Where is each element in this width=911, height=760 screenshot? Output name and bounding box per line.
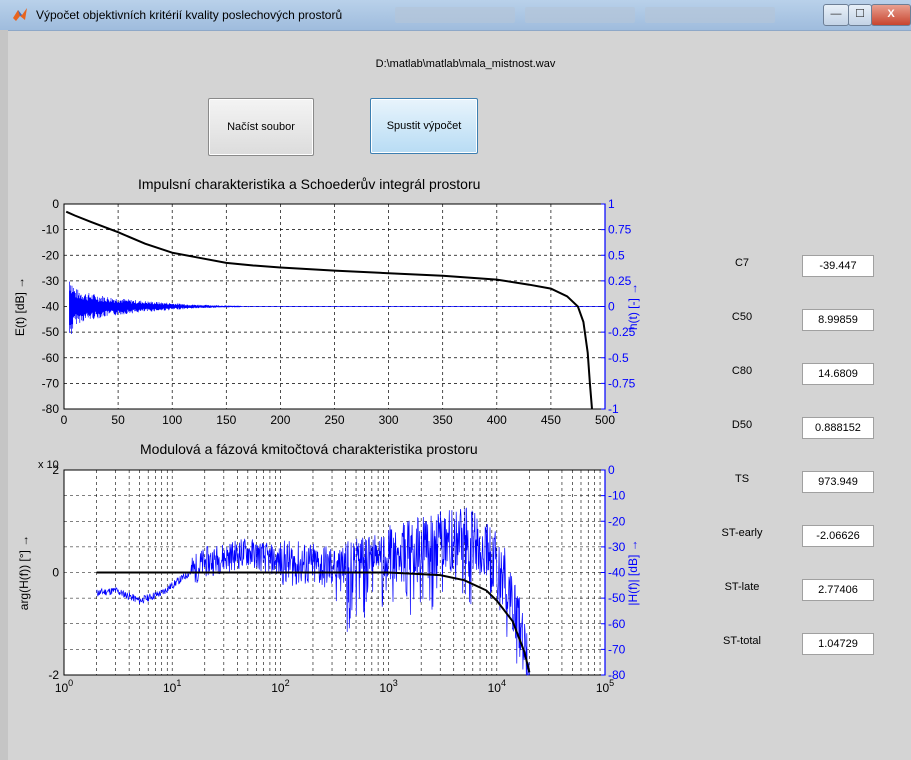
x-tick-label: 102: [271, 678, 289, 695]
y-tick-label-right: -20: [608, 514, 626, 528]
criterion-label-c50: C50: [731, 311, 753, 323]
x-tick-label: 500: [595, 413, 615, 427]
y-tick-label-right: 0.5: [608, 248, 625, 262]
maximize-button[interactable]: ☐: [848, 4, 872, 26]
blurred-background: [395, 7, 515, 23]
y-tick-label-left: -40: [42, 300, 60, 314]
window-edge: [0, 30, 8, 760]
y-tick-label-right: -40: [608, 566, 626, 580]
criterion-label-st-total: ST-total: [723, 635, 761, 647]
x-tick-label: 450: [541, 413, 561, 427]
phase-series: [96, 571, 531, 673]
y-tick-label-left: 0: [52, 566, 59, 580]
y-tick-label-left: -60: [42, 351, 60, 365]
y-tick-label-left: -2: [48, 668, 59, 682]
load-file-button[interactable]: Načíst soubor: [208, 98, 314, 156]
criterion-value-c80[interactable]: 14.6809: [802, 363, 874, 385]
y-tick-label-left: 0: [52, 197, 59, 211]
y-tick-label-right: -0.25: [608, 325, 636, 339]
criterion-value-c7[interactable]: -39.447: [802, 255, 874, 277]
y-tick-label-right: 0: [608, 463, 615, 477]
window-title: Výpočet objektivních kritérií kvality po…: [36, 8, 343, 22]
criterion-value-c50[interactable]: 8.99859: [802, 309, 874, 331]
y-tick-label-right: 1: [608, 197, 615, 211]
magnitude-series: [96, 507, 530, 676]
y-tick-label-right: -1: [608, 402, 619, 416]
criterion-label-c80: C80: [731, 365, 753, 377]
y-tick-label-right: -10: [608, 489, 626, 503]
schroeder-integral-series: [65, 210, 593, 410]
blurred-background: [645, 7, 775, 23]
x-tick-label: 0: [61, 413, 68, 427]
run-calculation-button[interactable]: Spustit výpočet: [370, 98, 478, 154]
x-tick-label: 100: [162, 413, 182, 427]
y-tick-label-right: -50: [608, 591, 626, 605]
criterion-label-st-late: ST-late: [724, 581, 760, 593]
y-tick-label-right: -30: [608, 540, 626, 554]
x-tick-label: 400: [487, 413, 507, 427]
chart1-title: Impulsní charakteristika a Schoederův in…: [138, 176, 481, 192]
criterion-label-c7: C7: [734, 257, 750, 269]
y-tick-label-right: -60: [608, 617, 626, 631]
y-axis-label-right: |H(f)| [dB] →: [626, 539, 640, 605]
y-tick-label-left: -30: [42, 274, 60, 288]
y-axis-label-right: h(t) [-] →: [626, 283, 640, 330]
y-tick-label-left: -80: [42, 402, 60, 416]
criterion-label-d50: D50: [731, 419, 753, 431]
x-tick-label: 101: [163, 678, 181, 695]
y-tick-label-right: -80: [608, 668, 626, 682]
criterion-value-ts[interactable]: 973.949: [802, 471, 874, 493]
criterion-value-st-total[interactable]: 1.04729: [802, 633, 874, 655]
x-tick-label: 300: [379, 413, 399, 427]
y-tick-label-right: 0.25: [608, 274, 632, 288]
criterion-label-st-early: ST-early: [721, 527, 763, 539]
blurred-background: [525, 7, 635, 23]
y-axis-label-left: arg(H(f)) [°] →: [17, 535, 31, 610]
y-tick-label-right: -0.75: [608, 376, 636, 390]
matlab-icon: [13, 8, 27, 21]
criterion-value-d50[interactable]: 0.888152: [802, 417, 874, 439]
x-tick-label: 150: [216, 413, 236, 427]
y-scale-factor: x 10: [38, 459, 59, 471]
y-tick-label-right: -70: [608, 642, 626, 656]
criterion-value-st-early[interactable]: -2.06626: [802, 525, 874, 547]
criterion-value-st-late[interactable]: 2.77406: [802, 579, 874, 601]
x-tick-label: 104: [488, 678, 506, 695]
chart2-title: Modulová a fázová kmitočtová charakteris…: [140, 441, 478, 457]
x-tick-label: 250: [324, 413, 344, 427]
y-axis-label-left: E(t) [dB] →: [13, 277, 27, 336]
minimize-button[interactable]: —: [823, 4, 849, 26]
y-tick-label-left: 2: [52, 463, 59, 477]
y-tick-label-right: 0: [608, 300, 615, 314]
close-button[interactable]: X: [871, 4, 911, 26]
y-tick-label-left: -20: [42, 248, 60, 262]
impulse-response-series: [69, 281, 605, 334]
frequency-response-chart: 100 101 102 103 104 1050-10-20-30-40-50-60-70…: [17, 459, 640, 695]
file-path-label: D:\matlab\matlab\mala_mistnost.wav: [375, 58, 556, 70]
title-bar: Výpočet objektivních kritérií kvality po…: [0, 0, 911, 31]
x-tick-label: 350: [433, 413, 453, 427]
x-tick-label: 200: [270, 413, 290, 427]
x-tick-label: 50: [111, 413, 125, 427]
y-tick-label-left: -10: [42, 223, 60, 237]
impulse-response-chart: 0 50 100 150 200 250 300 350 400 450 5000-10-20-30…: [13, 197, 640, 427]
y-tick-label-left: -50: [42, 325, 60, 339]
criterion-label-ts: TS: [734, 473, 750, 485]
y-tick-label-right: -0.5: [608, 351, 629, 365]
y-tick-label-left: -70: [42, 376, 60, 390]
x-tick-label: 103: [379, 678, 397, 695]
y-tick-label-right: 0.75: [608, 223, 632, 237]
